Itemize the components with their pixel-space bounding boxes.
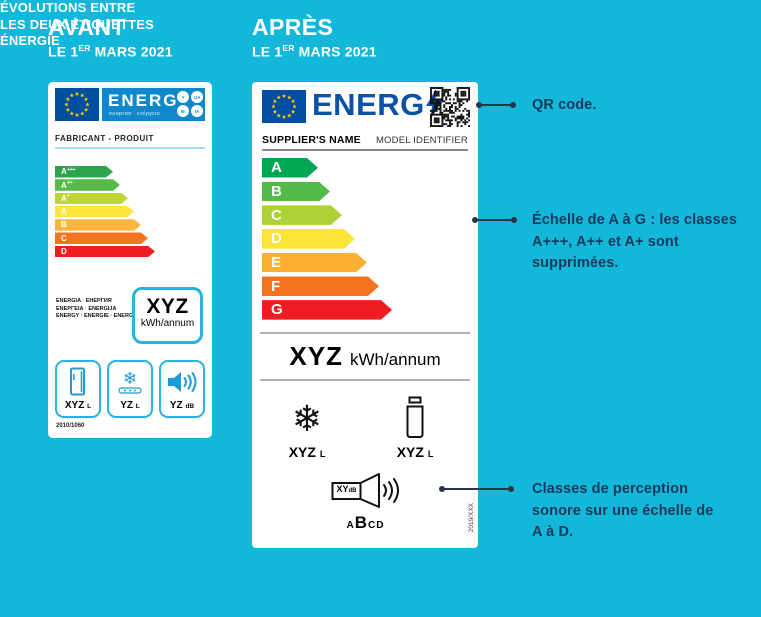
language-badge: IA bbox=[191, 105, 203, 117]
heading-evolutions: ÉVOLUTIONS ENTRE LES DEUX ÉTIQUETTES ÉNE… bbox=[0, 0, 155, 48]
energy-class-c: C bbox=[55, 232, 148, 244]
divider bbox=[262, 149, 468, 151]
energ-logo-text: ENERG bbox=[108, 91, 179, 110]
annotation-connector-scale bbox=[472, 217, 517, 223]
divider bbox=[260, 332, 470, 334]
freezer-volume-box: ❄ YZ L bbox=[107, 360, 153, 418]
noise-class-a: A bbox=[346, 520, 354, 531]
heading-apres: APRÈS LE 1ER MARS 2021 bbox=[252, 14, 377, 60]
old-consumption-box: XYZ kWh/annum bbox=[132, 287, 203, 344]
heading-avant-title: AVANT bbox=[48, 14, 126, 40]
noise-value: XYdB bbox=[336, 484, 357, 495]
heading-apres-subtitle: LE 1ER MARS 2021 bbox=[252, 43, 377, 60]
qr-code bbox=[430, 87, 470, 127]
heading-avant-subtitle: LE 1ER MARS 2021 bbox=[48, 43, 173, 60]
language-badge: IJA bbox=[191, 91, 203, 103]
energy-class-e: E bbox=[262, 253, 367, 273]
energy-class-b: B bbox=[262, 182, 330, 202]
freezer-volume-metric: ❄ XYZ L bbox=[272, 392, 342, 460]
fridge-icon bbox=[57, 365, 99, 399]
language-badge: Y bbox=[177, 91, 189, 103]
energy-class-ap: A + bbox=[55, 193, 128, 205]
noise-class-b: B bbox=[354, 513, 368, 532]
energy-class-appp: A +++ bbox=[55, 166, 113, 178]
heading-apres-title: APRÈS bbox=[252, 14, 334, 40]
energy-class-f: F bbox=[262, 276, 379, 296]
consumption-unit: kWh/annum bbox=[140, 318, 195, 329]
energy-class-a: A bbox=[55, 206, 134, 218]
speaker-icon: XYdB bbox=[331, 472, 399, 509]
language-badge: IE bbox=[177, 105, 189, 117]
model-identifier-label: MODEL IDENTIFIER bbox=[375, 135, 468, 146]
energy-class-d: D bbox=[262, 229, 355, 249]
bottle-icon bbox=[380, 392, 450, 440]
annotation-scale-a-g: Échelle de A à G : les classes A+++, A++… bbox=[532, 212, 738, 271]
old-label-logo: ENERG енергия · ενέργεια Y IJA IE IA bbox=[55, 88, 205, 121]
consumption-unit: kWh/annum bbox=[349, 350, 441, 369]
snowflake-icon: ❄ bbox=[291, 398, 323, 439]
energ-logo: ENERG bbox=[312, 89, 443, 120]
energy-class-d: D bbox=[55, 246, 155, 258]
noise-value: YZ dB bbox=[169, 400, 195, 411]
energy-class-a: A bbox=[262, 158, 318, 178]
noise-box: YZ dB bbox=[159, 360, 205, 418]
supplier-name-label: SUPPLIER'S NAME bbox=[262, 134, 361, 146]
new-energy-label: ENERG SUPPLIER'S NAME MODEL IDENTIFIER A… bbox=[252, 82, 478, 548]
consumption-value: XYZ bbox=[146, 295, 189, 318]
energ-logo-text: ENERG bbox=[312, 87, 425, 122]
energy-class-c: C bbox=[262, 205, 342, 225]
old-metric-boxes: XYZ L ❄ YZ L YZ dB bbox=[55, 360, 205, 418]
energy-class-g: G bbox=[262, 300, 392, 320]
fridge-volume-value: XYZ L bbox=[396, 444, 434, 460]
energy-class-app: A ++ bbox=[55, 179, 120, 191]
old-energy-class-scale: A +++ A ++ A + A B C D bbox=[55, 166, 155, 259]
freezer-volume-value: XYZ L bbox=[288, 444, 326, 460]
energ-language-badges: Y IJA IE IA bbox=[177, 91, 203, 117]
old-energy-label: ENERG енергия · ενέργεια Y IJA IE IA FAB… bbox=[48, 82, 212, 438]
fridge-volume-box: XYZ L bbox=[55, 360, 101, 418]
heading-avant: AVANT LE 1ER MARS 2021 bbox=[48, 14, 173, 60]
annotation-qr-code: QR code. bbox=[532, 97, 597, 113]
manufacturer-product-label: FABRICANT - PRODUIT bbox=[55, 134, 154, 143]
energy-class-b: B bbox=[55, 219, 141, 231]
eu-flag-icon bbox=[262, 90, 306, 123]
noise-class-d: D bbox=[376, 520, 384, 531]
consumption-value: XYZ bbox=[289, 341, 343, 371]
divider bbox=[55, 147, 205, 149]
divider bbox=[260, 379, 470, 381]
annotation-noise-classes: Classes de perception sonore sur une éch… bbox=[532, 481, 714, 540]
energy-word-translations: ENERGIA · ЕНЕРГИЯ ΕΝΕΡΓΕΙΑ · ENERGIJA EN… bbox=[56, 298, 135, 319]
energ-logo-subtext: енергия · ενέργεια bbox=[109, 111, 160, 117]
noise-class-c: C bbox=[368, 520, 376, 531]
new-regulation-number: 2019/XXX bbox=[468, 502, 475, 532]
eu-flag-icon bbox=[55, 88, 99, 121]
fridge-volume-value: XYZ L bbox=[64, 400, 92, 411]
energ-logo: ENERG енергия · ενέργεια Y IJA IE IA bbox=[102, 88, 205, 121]
annotation-connector-qr bbox=[476, 102, 516, 108]
speaker-icon bbox=[161, 365, 203, 399]
freezer-volume-value: YZ L bbox=[120, 400, 140, 411]
fridge-volume-metric: XYZ L bbox=[380, 392, 450, 460]
old-regulation-number: 2010/1060 bbox=[56, 423, 85, 429]
freezer-icon: ❄ bbox=[109, 365, 151, 399]
new-consumption-row: XYZ kWh/annum bbox=[252, 341, 478, 372]
annotation-connector-noise bbox=[439, 486, 514, 492]
